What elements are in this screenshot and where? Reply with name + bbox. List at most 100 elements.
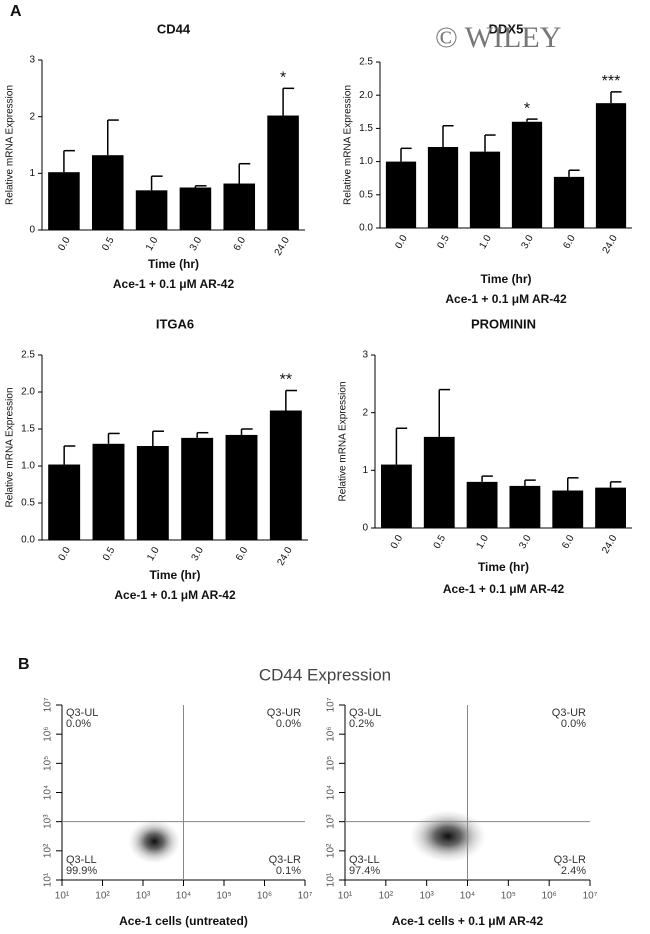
y-tick-label: 1.5: [21, 424, 35, 435]
y-tick-label: 10¹: [326, 872, 337, 887]
quadrant-name: Q3-UR: [267, 707, 301, 719]
x-tick-label: 10²: [379, 891, 394, 902]
x-tick-label: 24.0: [601, 233, 620, 256]
x-tick-label: 0.0: [56, 235, 73, 253]
x-tick-label: 10¹: [55, 891, 70, 902]
bar: [595, 103, 627, 228]
cell-cloud: [409, 810, 486, 863]
y-tick-label: 2.5: [359, 57, 373, 68]
subtitle: Ace-1 + 0.1 μM AR-42: [445, 292, 567, 306]
x-tick-label: 0.0: [57, 545, 74, 563]
bar: [380, 464, 412, 528]
y-tick-label: 3: [362, 350, 368, 361]
x-axis-label: Time (hr): [148, 257, 199, 271]
quadrant-value: 0.1%: [276, 865, 301, 877]
y-tick-label: 2.5: [21, 350, 35, 361]
y-tick-label: 1: [362, 465, 368, 476]
quadrant-name: Q3-LL: [349, 854, 380, 866]
bar: [225, 434, 258, 540]
chart-title: ITGA6: [156, 316, 194, 331]
y-tick-label: 1: [29, 168, 35, 179]
y-tick-label: 2.0: [21, 387, 35, 398]
x-tick-label: 10⁶: [257, 891, 272, 902]
y-tick-label: 1.0: [359, 156, 373, 167]
y-tick-label: 10²: [43, 843, 54, 858]
x-tick-label: 0.0: [393, 233, 410, 251]
x-axis-label: Time (hr): [478, 560, 529, 574]
y-axis-label: Relative mRNA Expression: [343, 85, 354, 205]
x-axis-label: Time (hr): [480, 272, 531, 286]
x-tick-label: 10²: [95, 891, 110, 902]
bar: [466, 481, 498, 528]
cell-cloud: [128, 819, 181, 864]
y-tick-label: 2: [29, 111, 35, 122]
x-tick-label: 6.0: [234, 545, 251, 563]
bar: [135, 190, 168, 230]
x-tick-label: 3.0: [190, 545, 207, 563]
y-tick-label: 10⁴: [43, 785, 54, 800]
subtitle: Ace-1 + 0.1 μM AR-42: [113, 277, 235, 291]
y-tick-label: 0.5: [21, 498, 35, 509]
panel-label: A: [10, 3, 22, 20]
y-tick-label: 10⁷: [43, 697, 54, 712]
x-tick-label: 0.5: [435, 233, 452, 251]
x-tick-label: 24.0: [275, 545, 294, 568]
bar: [136, 446, 169, 540]
quadrant-name: Q3-UL: [349, 707, 381, 719]
y-tick-label: 10³: [43, 814, 54, 829]
x-tick-label: 0.5: [100, 235, 117, 253]
quadrant-value: 0.0%: [276, 718, 301, 730]
watermark: © WILEY: [435, 21, 561, 54]
bar: [469, 151, 501, 228]
y-tick-label: 3: [29, 55, 35, 66]
panel-label: B: [18, 656, 30, 673]
x-tick-label: 6.0: [232, 235, 249, 253]
significance: ***: [602, 73, 621, 90]
y-axis-label: Relative mRNA Expression: [5, 387, 16, 507]
chart-title: PROMININ: [471, 316, 536, 331]
x-tick-label: 3.0: [517, 533, 534, 551]
x-tick-label: 10⁴: [460, 891, 475, 902]
quadrant-name: Q3-LL: [66, 854, 97, 866]
x-tick-label: 1.0: [145, 545, 162, 563]
subtitle: Ace-1 + 0.1 μM AR-42: [443, 582, 565, 596]
bar: [423, 436, 455, 528]
bar: [553, 176, 585, 228]
bar: [427, 146, 459, 228]
y-tick-label: 10¹: [43, 872, 54, 887]
x-tick-label: 24.0: [600, 533, 619, 556]
y-axis-label: Relative mRNA Expression: [5, 85, 16, 205]
bar: [511, 121, 543, 228]
x-tick-label: 0.5: [432, 533, 449, 551]
y-tick-label: 2.0: [359, 90, 373, 101]
quadrant-name: Q3-UL: [66, 707, 98, 719]
bar: [595, 487, 627, 528]
y-tick-label: 0.0: [21, 535, 35, 546]
bar: [92, 443, 125, 540]
quadrant-value: 2.4%: [561, 865, 586, 877]
x-tick-label: 10³: [419, 891, 434, 902]
chart-title: DDX5: [489, 21, 524, 36]
y-tick-label: 10⁵: [43, 756, 54, 771]
x-axis-label: Ace-1 cells + 0.1 μM AR-42: [392, 914, 544, 928]
y-tick-label: 10⁷: [326, 697, 337, 712]
y-tick-label: 10⁶: [43, 727, 54, 742]
significance: **: [280, 372, 292, 389]
quadrant-name: Q3-UR: [552, 707, 586, 719]
significance: *: [280, 70, 286, 87]
x-tick-label: 3.0: [519, 233, 536, 251]
bar: [269, 410, 302, 540]
bar: [385, 161, 417, 228]
x-tick-label: 1.0: [474, 533, 491, 551]
y-tick-label: 10²: [326, 843, 337, 858]
bar: [91, 155, 124, 230]
y-tick-label: 0: [29, 225, 35, 236]
x-tick-label: 24.0: [273, 235, 292, 258]
x-tick-label: 10⁵: [501, 891, 516, 902]
x-tick-label: 10⁶: [542, 891, 557, 902]
x-axis-label: Time (hr): [149, 568, 200, 582]
y-tick-label: 10⁴: [326, 785, 337, 800]
x-tick-label: 0.0: [389, 533, 406, 551]
bar: [223, 183, 256, 230]
